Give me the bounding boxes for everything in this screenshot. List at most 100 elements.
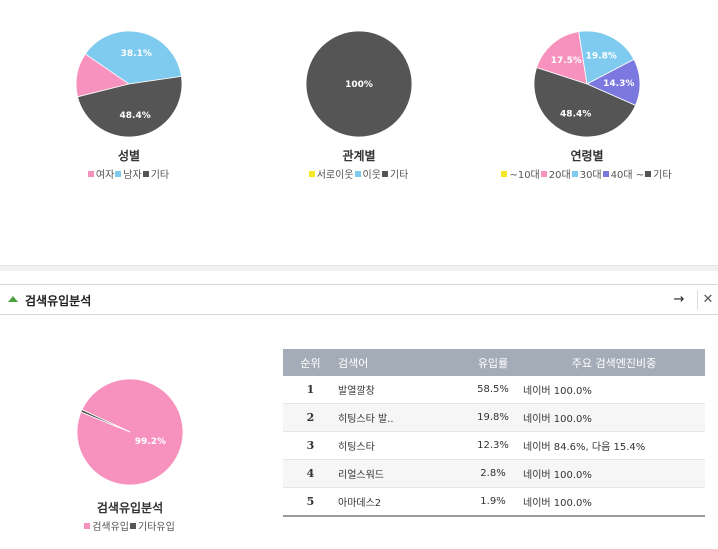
engine-share-cell: 네이버 100.0% [523,403,705,432]
engine-share-cell: 네이버 100.0% [523,376,705,404]
keyword-table-wrap: 순위 검색어 유입률 주요 검색엔진비중 1 발열깔창 58.5% 네이버 10… [283,349,705,517]
pie-age: 17.5% 19.8% 14.3% 48.4% 연령별 ~10대 20대 30대 40대 ~ 기타 [497,30,677,183]
legend-swatch [354,171,361,177]
pie-data-label: 100% [345,80,373,90]
header-rate: 유입률 [477,356,509,370]
legend-swatch [130,523,136,529]
pie-data-label: 17.5% [551,56,582,66]
rank-cell: 5 [283,487,338,517]
table-header-row: 순위 검색어 유입률 주요 검색엔진비중 [283,349,705,376]
legend-swatch [602,171,609,177]
table-row: 3 히팅스타 12.3% 네이버 84.6%, 다음 15.4% [283,431,705,460]
header-keyword: 검색어 [338,356,369,370]
keyword-cell[interactable]: 리얼스워드 [338,459,463,488]
engine-share-cell: 네이버 100.0% [523,459,705,488]
legend-item: 기타 [381,170,409,181]
rate-cell: 19.8% [463,403,523,432]
legend-item: 남자 [115,170,142,181]
pie-data-label: 14.3% [603,79,634,89]
pie-slice-4 [533,67,637,138]
legend-label: 기타 [653,170,672,181]
legend-label: 여자 [95,170,115,181]
pie-slice-1 [84,30,182,85]
chart-title: 검색유입분석 [96,501,164,515]
chart-title: 성별 [117,149,141,163]
legend-label: 30대 [579,170,602,181]
rate-cell: 2.8% [463,459,523,488]
legend-swatch [308,171,315,177]
pie-data-label: 38.1% [121,49,152,59]
panel-title: 검색유입분석 [25,294,92,308]
legend-item: 40대 ~ [602,170,645,181]
rank-cell: 1 [283,376,338,404]
pie-svg: 38.1% 48.4% [75,30,183,138]
legend-swatch [540,171,547,177]
pie-slice-1 [536,31,588,85]
pie-svg: 100% [305,30,413,138]
rank-cell: 2 [283,403,338,432]
legend-swatch [571,171,578,177]
legend-item: 30대 [571,170,602,181]
pie-data-label: 48.4% [120,111,151,121]
legend-item: 검색유입 [84,522,129,533]
legend-item: ~10대 [501,170,540,181]
legend-swatch [501,171,508,177]
chart-legend: 검색유입 기타유입 [40,521,220,535]
pie-data-label: 19.8% [586,52,617,62]
rate-cell: 58.5% [463,376,523,404]
legend-label: 40대 ~ [610,170,645,181]
legend-item: 서로이웃 [308,170,354,181]
rank-cell: 3 [283,431,338,460]
chart-title: 관계별 [342,149,376,163]
legend-item: 20대 [540,170,571,181]
close-icon[interactable]: ✕ [697,290,718,310]
pie-svg: 17.5% 19.8% 14.3% 48.4% [533,30,641,138]
legend-label: 남자 [123,170,142,181]
triangle-up-icon[interactable] [8,296,18,302]
legend-item: 여자 [87,170,115,181]
legend-label: 기타 [389,170,409,181]
table-row: 5 아마데스2 1.9% 네이버 100.0% [283,487,705,517]
keyword-cell[interactable]: 아마데스2 [338,487,463,517]
header-rank: 순위 [300,356,321,370]
keyword-cell[interactable]: 발열깔창 [338,376,463,404]
legend-label: 기타유입 [138,522,175,533]
rank-cell: 4 [283,459,338,488]
pie-data-label: 48.4% [560,110,591,120]
section-divider [0,265,718,271]
arrow-right-icon[interactable]: → [673,292,685,307]
legend-label: 20대 [548,170,571,181]
legend-label: 검색유입 [92,522,129,533]
pie-slice-1 [80,409,131,433]
chart-legend: ~10대 20대 30대 40대 ~ 기타 [497,169,677,183]
pie-data-label: 99.2% [135,437,166,447]
keyword-table: 순위 검색어 유입률 주요 검색엔진비중 1 발열깔창 58.5% 네이버 10… [283,349,705,517]
legend-item: 기타 [645,170,672,181]
pie-slice-2 [305,30,413,138]
legend-swatch [142,171,149,177]
engine-share-cell: 네이버 100.0% [523,487,705,517]
pie-slice-0 [76,378,184,486]
rate-cell: 12.3% [463,431,523,460]
legend-swatch [115,171,122,177]
legend-swatch [381,171,388,177]
pie-svg: 99.2% [76,378,184,486]
table-row: 4 리얼스워드 2.8% 네이버 100.0% [283,459,705,488]
panel-header: 검색유입분석 → ✕ [0,284,718,315]
legend-swatch [87,171,94,177]
chart-title: 연령별 [570,149,604,163]
keyword-cell[interactable]: 히팅스타 [338,431,463,460]
pie-slice-2 [578,30,635,85]
table-row: 2 히팅스타 발.. 19.8% 네이버 100.0% [283,403,705,432]
pie-slice-2 [77,75,183,138]
legend-label: 이웃 [362,170,381,181]
legend-swatch [645,171,652,177]
keyword-cell[interactable]: 히팅스타 발.. [338,403,463,432]
chart-legend: 서로이웃 이웃 기타 [269,169,449,183]
legend-label: 기타 [150,170,170,181]
header-engines: 주요 검색엔진비중 [571,356,657,370]
legend-item: 이웃 [354,170,381,181]
